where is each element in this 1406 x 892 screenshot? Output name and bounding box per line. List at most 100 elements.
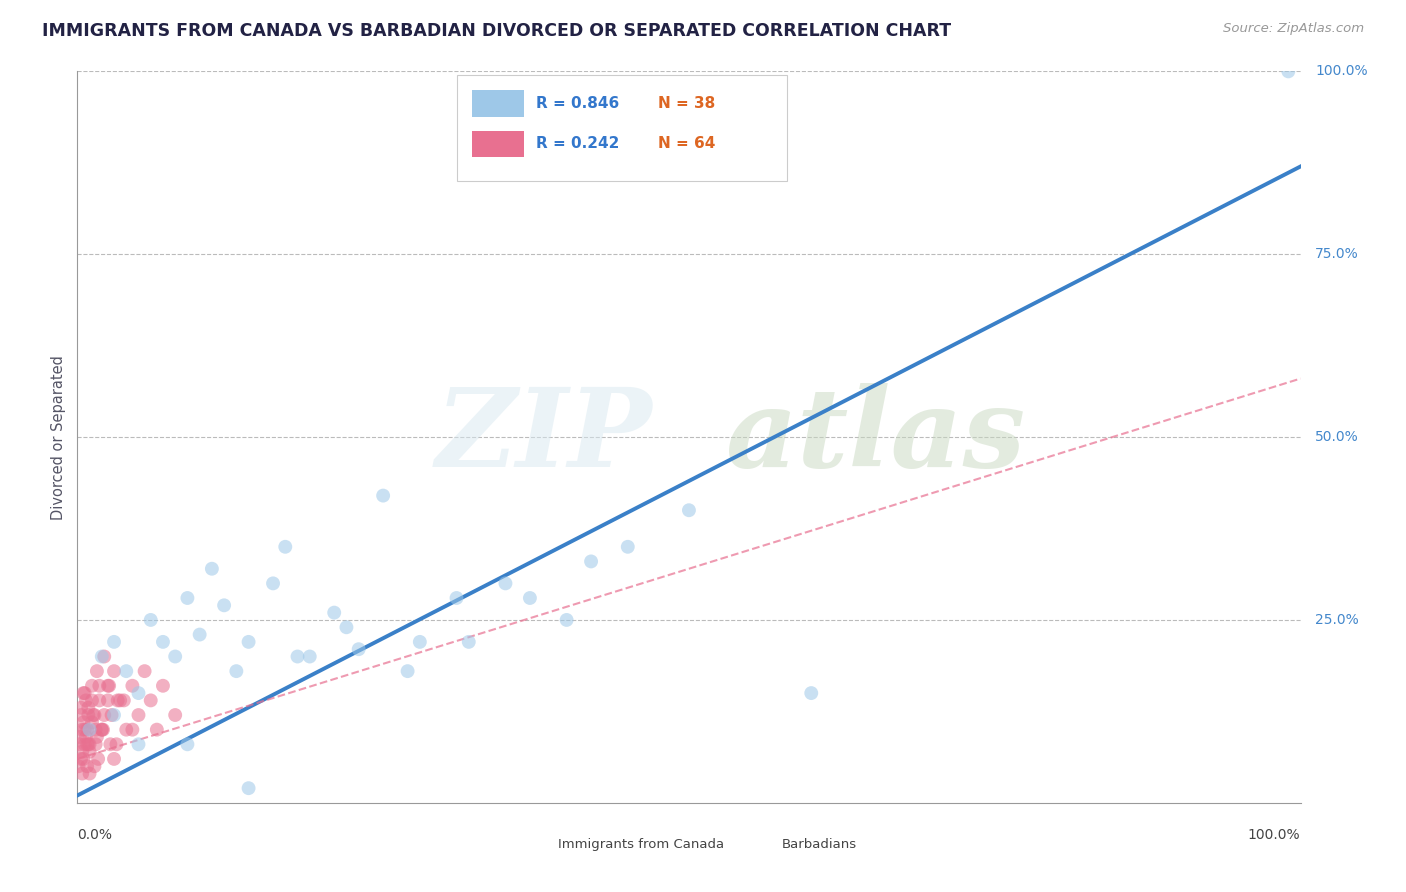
Point — [86, 730, 108, 744]
Point — [76, 723, 98, 737]
Point — [77, 700, 100, 714]
Point — [112, 693, 135, 707]
Point — [82, 708, 104, 723]
Point — [396, 664, 419, 678]
Point — [72, 686, 94, 700]
Point — [70, 708, 93, 723]
Text: 0.0%: 0.0% — [77, 829, 112, 842]
Point — [76, 737, 98, 751]
Point — [83, 759, 105, 773]
Point — [287, 649, 309, 664]
Point — [347, 642, 370, 657]
Point — [800, 686, 823, 700]
Text: 75.0%: 75.0% — [1315, 247, 1360, 261]
Point — [115, 723, 138, 737]
Point — [80, 693, 103, 707]
Point — [97, 679, 120, 693]
Point — [79, 766, 101, 780]
Text: 50.0%: 50.0% — [1315, 430, 1360, 444]
Point — [69, 737, 91, 751]
Point — [72, 715, 94, 730]
Point — [238, 781, 260, 796]
Point — [90, 723, 112, 737]
Text: ZIP: ZIP — [436, 384, 652, 491]
Point — [446, 591, 468, 605]
Text: N = 64: N = 64 — [658, 136, 716, 152]
Point — [77, 737, 100, 751]
Text: Source: ZipAtlas.com: Source: ZipAtlas.com — [1223, 22, 1364, 36]
Point — [134, 664, 156, 678]
Point — [103, 752, 125, 766]
Point — [298, 649, 321, 664]
Point — [121, 723, 143, 737]
Y-axis label: Divorced or Separated: Divorced or Separated — [51, 355, 66, 519]
Point — [100, 708, 122, 723]
Point — [165, 649, 187, 664]
Point — [80, 715, 103, 730]
Point — [89, 679, 111, 693]
Text: Immigrants from Canada: Immigrants from Canada — [558, 838, 724, 851]
FancyBboxPatch shape — [457, 75, 787, 181]
Point — [90, 723, 112, 737]
Point — [409, 635, 432, 649]
Point — [262, 576, 284, 591]
Point — [579, 554, 602, 568]
Text: Barbadians: Barbadians — [782, 838, 858, 851]
Point — [83, 708, 105, 723]
Point — [70, 766, 93, 780]
Text: R = 0.846: R = 0.846 — [536, 96, 619, 111]
Point — [371, 489, 394, 503]
Point — [238, 635, 260, 649]
Text: R = 0.242: R = 0.242 — [536, 136, 620, 152]
Point — [152, 679, 174, 693]
Point — [93, 649, 115, 664]
Point — [93, 708, 115, 723]
Text: 100.0%: 100.0% — [1249, 829, 1301, 842]
Point — [89, 693, 111, 707]
Point — [127, 737, 149, 751]
Point — [146, 723, 169, 737]
Point — [70, 752, 93, 766]
Point — [1277, 64, 1299, 78]
Point — [97, 693, 120, 707]
Point — [75, 693, 97, 707]
Point — [98, 737, 121, 751]
Point — [73, 723, 96, 737]
Point — [76, 759, 98, 773]
Point — [87, 752, 110, 766]
Point — [274, 540, 297, 554]
FancyBboxPatch shape — [745, 835, 778, 854]
Text: atlas: atlas — [725, 384, 1026, 491]
Point — [152, 635, 174, 649]
Point — [80, 679, 103, 693]
Point — [335, 620, 357, 634]
Point — [103, 708, 125, 723]
Point — [70, 745, 93, 759]
Text: IMMIGRANTS FROM CANADA VS BARBADIAN DIVORCED OR SEPARATED CORRELATION CHART: IMMIGRANTS FROM CANADA VS BARBADIAN DIVO… — [42, 22, 952, 40]
Point — [69, 730, 91, 744]
Point — [176, 591, 198, 605]
Text: N = 38: N = 38 — [658, 96, 716, 111]
Point — [212, 599, 235, 613]
Text: 100.0%: 100.0% — [1315, 64, 1368, 78]
Point — [73, 737, 96, 751]
Point — [165, 708, 187, 723]
Point — [73, 686, 96, 700]
FancyBboxPatch shape — [472, 90, 524, 117]
Point — [75, 730, 97, 744]
Point — [70, 700, 93, 714]
Point — [127, 686, 149, 700]
Point — [323, 606, 346, 620]
FancyBboxPatch shape — [522, 835, 553, 854]
Point — [188, 627, 211, 641]
Point — [98, 679, 121, 693]
FancyBboxPatch shape — [472, 130, 524, 157]
Point — [225, 664, 247, 678]
Point — [86, 664, 108, 678]
Point — [72, 752, 94, 766]
Point — [103, 635, 125, 649]
Point — [457, 635, 479, 649]
Point — [519, 591, 541, 605]
Point — [139, 613, 162, 627]
Point — [108, 693, 131, 707]
